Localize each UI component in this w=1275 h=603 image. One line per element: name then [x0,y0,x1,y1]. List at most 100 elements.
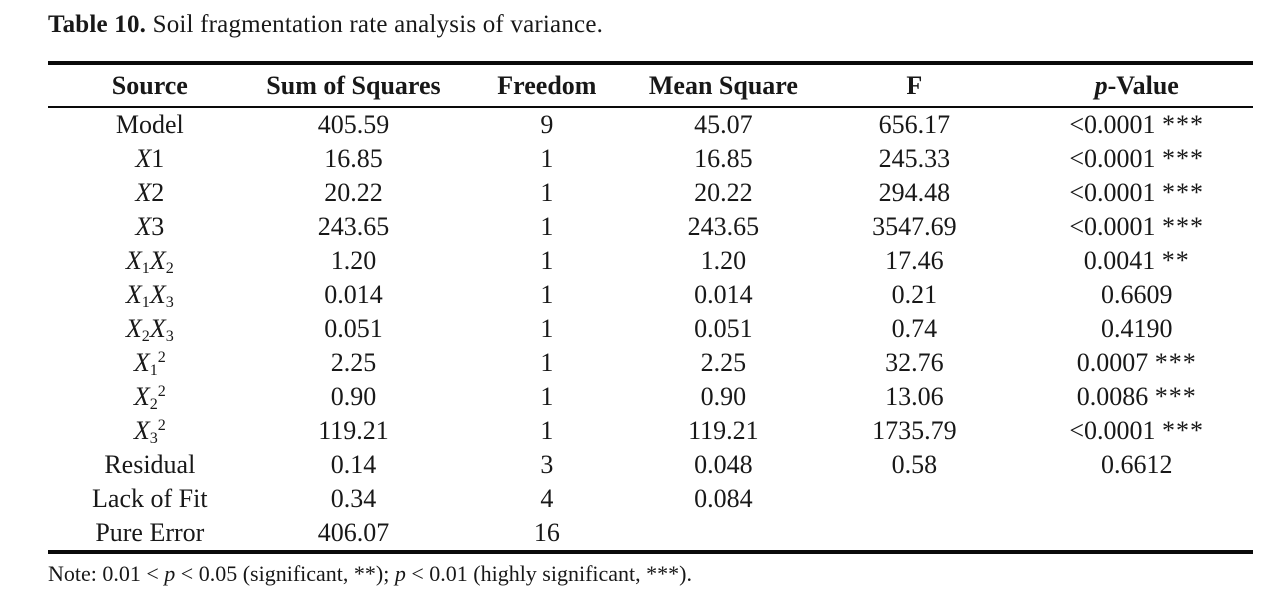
cell-mean-square: 0.051 [694,314,753,344]
cell-freedom: 1 [540,416,554,446]
cell-freedom: 1 [540,314,554,344]
cell-source: X22 [133,382,166,414]
cell-mean-square: 0.084 [694,484,753,514]
p-value-text: 0.0041 [1083,246,1156,276]
cell-f: 0.21 [891,280,938,310]
table-row: X2 20.22 1 20.22 294.48 <0.0001 *** [48,176,1253,210]
cell-f: 0.74 [891,314,938,344]
significance-stars: *** [1154,382,1197,412]
cell-mean-square: 0.048 [694,450,753,480]
cell-source: X12 [133,348,166,380]
cell-freedom: 1 [540,144,554,174]
cell-mean-square: 119.21 [688,416,759,446]
significance-stars: *** [1162,178,1205,208]
cell-mean-square [638,516,808,552]
cell-p-value: 0.0086 *** [1020,380,1253,414]
cell-mean-square: 45.07 [694,110,753,140]
cell-mean-square: 20.22 [694,178,753,208]
cell-source: Residual [104,450,196,480]
cell-f [808,516,1020,552]
cell-p-value [1020,482,1253,516]
cell-mean-square: 0.90 [700,382,747,412]
cell-p-value: 0.6612 [1020,448,1253,482]
cell-f: 0.58 [891,450,938,480]
significance-stars: *** [1162,144,1205,174]
cell-f: 3547.69 [872,212,957,242]
table-caption: Table 10. Soil fragmentation rate analys… [48,9,1255,40]
cell-sum-of-squares: 243.65 [317,212,390,242]
cell-source: Pure Error [95,518,205,548]
cell-mean-square: 0.014 [694,280,753,310]
cell-source: X1 [135,144,165,174]
p-value-text: <0.0001 [1069,416,1156,446]
table-caption-text: Soil fragmentation rate analysis of vari… [146,11,604,38]
column-header-sum-of-squares: Sum of Squares [266,70,441,100]
cell-freedom: 1 [540,246,554,276]
cell-source: X1X3 [125,280,174,312]
cell-freedom: 1 [540,382,554,412]
cell-freedom: 4 [540,484,554,514]
cell-f [808,482,1020,516]
cell-mean-square: 243.65 [687,212,760,242]
cell-p-value: <0.0001 *** [1020,107,1253,142]
cell-p-value: 0.6609 [1020,278,1253,312]
cell-freedom: 3 [540,450,554,480]
cell-freedom: 1 [540,178,554,208]
cell-f: 13.06 [885,382,944,412]
cell-source: X3 [135,212,165,242]
p-value-text: 0.4190 [1100,314,1173,344]
cell-source: Lack of Fit [92,484,208,514]
table-note: Note: 0.01 < p < 0.05 (significant, **);… [48,561,692,586]
cell-source: X2X3 [125,314,174,346]
cell-p-value: <0.0001 *** [1020,176,1253,210]
cell-freedom: 1 [540,348,554,378]
cell-f: 656.17 [878,110,951,140]
cell-source: X32 [133,416,166,448]
cell-source: Model [115,110,184,140]
table-row: Pure Error 406.07 16 [48,516,1253,552]
cell-f: 17.46 [885,246,944,276]
cell-f: 32.76 [885,348,944,378]
document-page: Table 10. Soil fragmentation rate analys… [48,9,1255,586]
table-row: Residual 0.14 3 0.048 0.58 0.6612 [48,448,1253,482]
significance-stars: *** [1162,212,1205,242]
cell-freedom: 1 [540,212,554,242]
cell-sum-of-squares: 20.22 [324,178,383,208]
table-row: X22 0.90 1 0.90 13.06 0.0086 *** [48,380,1253,414]
cell-freedom: 16 [533,518,560,548]
cell-p-value: 0.0007 *** [1020,346,1253,380]
table-row: X3 243.65 1 243.65 3547.69 <0.0001 *** [48,210,1253,244]
cell-sum-of-squares: 406.07 [317,518,390,548]
p-value-text: <0.0001 [1069,212,1156,242]
cell-sum-of-squares: 0.051 [324,314,383,344]
cell-sum-of-squares: 2.25 [330,348,377,378]
column-header-freedom: Freedom [497,70,597,100]
cell-sum-of-squares: 0.014 [324,280,383,310]
cell-sum-of-squares: 0.14 [330,450,377,480]
cell-source: X1X2 [125,246,174,278]
cell-mean-square: 1.20 [700,246,747,276]
cell-sum-of-squares: 0.34 [330,484,377,514]
cell-p-value [1020,516,1253,552]
column-header-source: Source [111,70,188,100]
cell-sum-of-squares: 0.90 [330,382,377,412]
table-row: X1X2 1.20 1 1.20 17.46 0.0041 ** [48,244,1253,278]
p-value-text: <0.0001 [1069,178,1156,208]
significance-stars: *** [1162,110,1205,140]
cell-p-value: 0.0041 ** [1020,244,1253,278]
cell-f: 1735.79 [872,416,957,446]
column-header-p-value: p-Value [1094,70,1179,100]
column-header-f: F [906,70,923,100]
cell-f: 245.33 [878,144,951,174]
cell-freedom: 1 [540,280,554,310]
cell-p-value: <0.0001 *** [1020,142,1253,176]
p-value-text: <0.0001 [1069,144,1156,174]
cell-sum-of-squares: 405.59 [317,110,390,140]
cell-p-value: 0.4190 [1020,312,1253,346]
significance-stars: ** [1161,246,1190,276]
cell-mean-square: 2.25 [700,348,747,378]
cell-mean-square: 16.85 [694,144,753,174]
p-value-text: 0.0086 [1076,382,1149,412]
cell-sum-of-squares: 16.85 [324,144,383,174]
